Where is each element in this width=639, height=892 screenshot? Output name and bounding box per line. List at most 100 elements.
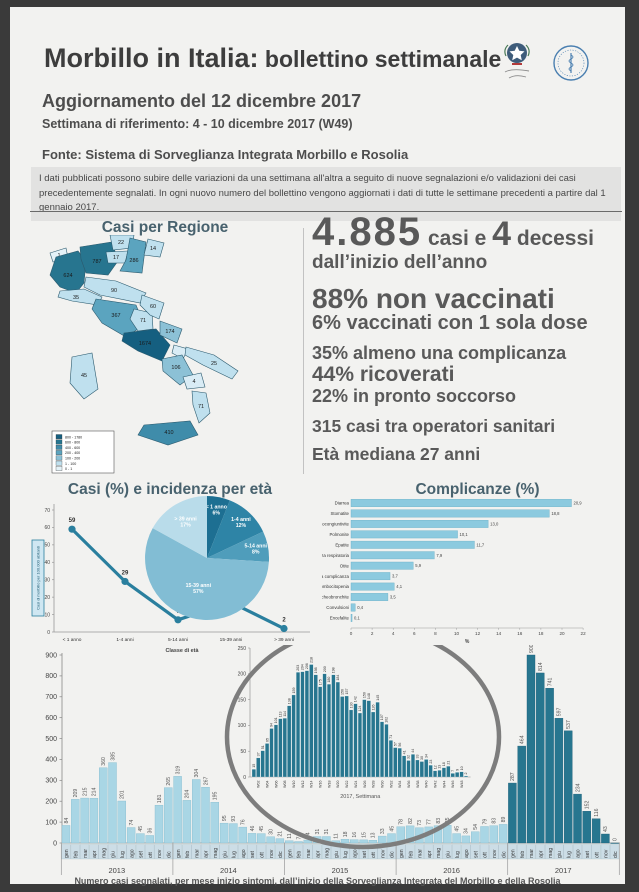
svg-text:200: 200 [45,799,57,806]
svg-text:W08: W08 [283,781,287,788]
svg-text:ott: ott [483,852,489,858]
map-region-value-sardegna: 45 [81,373,87,379]
svg-text:101: 101 [274,717,278,723]
page-title-main: Morbillo in Italia: [44,43,259,73]
stat-healthcare-workers: 315 casi tra operatori sanitari [312,416,556,436]
svg-text:184: 184 [336,675,340,681]
bulletin-page: Morbillo in Italia: bollettino settimana… [10,7,625,886]
svg-text:5,9: 5,9 [415,563,421,568]
svg-text:20: 20 [559,631,565,636]
svg-text:< 1 anno: < 1 anno [63,637,82,643]
svg-text:18: 18 [442,762,446,766]
svg-text:0: 0 [613,838,619,841]
svg-text:18,8: 18,8 [551,511,560,516]
svg-text:Stomatite: Stomatite [330,511,349,516]
svg-text:83: 83 [436,818,442,824]
map-region-basilicata [182,372,206,390]
svg-text:W32: W32 [389,781,393,788]
svg-text:10: 10 [460,766,464,770]
svg-text:gen: gen [176,849,182,858]
svg-text:537: 537 [566,720,572,729]
complication-bar-6 [350,561,414,570]
svg-text:400 - 600: 400 - 600 [65,446,80,450]
svg-text:lug: lug [232,851,238,858]
svg-text:41: 41 [402,750,406,754]
svg-text:2: 2 [464,772,468,774]
svg-text:800: 800 [45,673,57,680]
svg-text:3,5: 3,5 [390,595,396,600]
svg-text:181: 181 [157,794,163,803]
svg-text:Epatite: Epatite [335,542,349,547]
map-region-value-calabria: 71 [198,404,204,410]
complication-bar-3 [350,530,458,539]
svg-text:15: 15 [252,764,256,768]
svg-text:nov: nov [157,849,163,858]
svg-text:W28: W28 [372,781,376,788]
svg-text:200 - 400: 200 - 400 [65,451,80,455]
svg-text:dic: dic [278,851,284,858]
monthly-bars: 84gen209feb215mar214apr360mag385giu201lu… [60,645,620,875]
svg-text:157: 157 [345,688,349,694]
svg-text:dic: dic [390,851,396,858]
svg-text:21: 21 [278,831,284,837]
svg-text:43: 43 [603,826,609,832]
svg-text:40: 40 [44,560,50,566]
svg-text:ago: ago [576,849,582,858]
svg-text:265: 265 [166,777,172,786]
svg-text:nov: nov [492,849,498,858]
svg-text:360: 360 [101,757,107,766]
svg-text:44: 44 [411,749,415,753]
svg-text:600: 600 [45,715,57,722]
svg-text:feb: feb [408,851,414,858]
svg-text:lug: lug [455,851,461,858]
svg-text:37: 37 [256,752,260,756]
pie-slice--1-anno [207,496,230,558]
svg-text:200: 200 [323,666,327,672]
svg-text:113: 113 [279,711,283,717]
svg-text:nov: nov [604,849,610,858]
svg-text:7: 7 [451,770,455,772]
svg-text:giu: giu [334,851,340,858]
svg-text:apr: apr [427,850,433,858]
svg-text:> 39 anni: > 39 anni [274,637,294,643]
svg-text:feb: feb [185,851,191,858]
svg-text:gen: gen [399,849,405,858]
svg-text:102: 102 [385,717,389,723]
svg-text:W44: W44 [442,781,446,788]
svg-text:218: 218 [310,657,314,663]
svg-text:175: 175 [318,679,322,685]
svg-text:198: 198 [332,667,336,673]
svg-text:93: 93 [231,816,237,822]
svg-text:14: 14 [496,631,502,636]
svg-text:feb: feb [297,851,303,858]
svg-text:giu: giu [111,851,117,858]
svg-text:2015: 2015 [332,866,349,875]
svg-text:0: 0 [53,840,57,847]
svg-text:34: 34 [424,754,428,758]
svg-text:set: set [362,851,368,858]
svg-text:lug: lug [566,851,572,858]
svg-text:W22: W22 [345,781,349,788]
svg-text:11: 11 [287,833,293,838]
svg-text:142: 142 [354,696,358,702]
svg-text:ott: ott [148,852,154,858]
svg-text:800 - 1780: 800 - 1780 [65,435,82,439]
svg-text:814: 814 [538,662,544,671]
svg-text:13: 13 [438,765,442,769]
complication-bar-4 [350,540,475,549]
complication-bar-7 [350,572,391,581]
svg-text:60: 60 [44,525,50,531]
map-region-value-piemonte: 624 [63,273,72,279]
svg-text:mar: mar [306,849,312,858]
map-region-sardegna [69,352,99,400]
map-region-value-lazio: 1674 [139,341,151,347]
svg-text:74: 74 [129,820,135,826]
svg-text:83: 83 [492,818,498,824]
stat-not-vaccinated: 88% non vaccinati [312,283,555,314]
map-region-value-liguria: 35 [73,295,79,301]
stat-since-start: dall’inizio dell’anno [312,252,488,273]
total-cases-label: casi e [422,227,493,250]
